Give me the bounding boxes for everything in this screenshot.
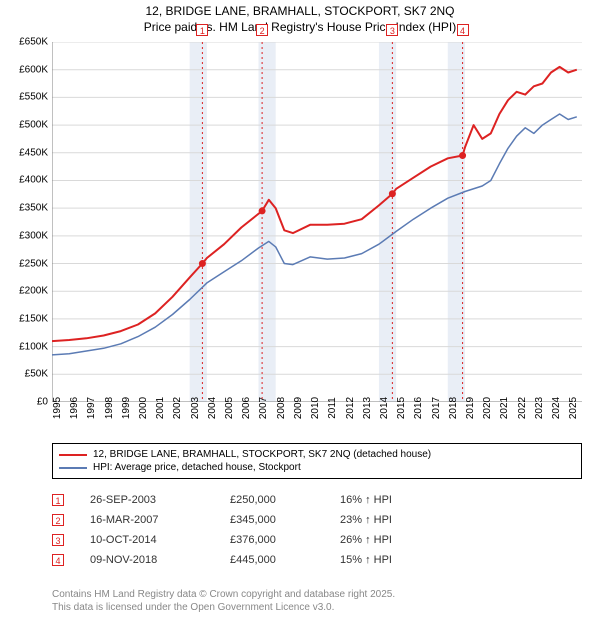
sale-index: 3 [52, 534, 64, 546]
legend-item: 12, BRIDGE LANE, BRAMHALL, STOCKPORT, SK… [59, 448, 575, 461]
sale-price: £345,000 [230, 514, 340, 526]
sale-hpi-diff: 26% ↑ HPI [340, 534, 460, 546]
y-tick-label: £600K [2, 64, 48, 75]
y-tick-label: £400K [2, 175, 48, 186]
y-tick-label: £250K [2, 258, 48, 269]
legend-swatch [59, 454, 87, 456]
chart-svg [52, 42, 582, 402]
y-tick-label: £350K [2, 203, 48, 214]
sale-date: 09-NOV-2018 [90, 554, 230, 566]
legend: 12, BRIDGE LANE, BRAMHALL, STOCKPORT, SK… [52, 443, 582, 479]
x-tick-label: 2025 [568, 397, 598, 419]
sale-price: £250,000 [230, 494, 340, 506]
sale-date: 16-MAR-2007 [90, 514, 230, 526]
y-tick-label: £550K [2, 92, 48, 103]
sale-hpi-diff: 23% ↑ HPI [340, 514, 460, 526]
chart-title: 12, BRIDGE LANE, BRAMHALL, STOCKPORT, SK… [0, 0, 600, 35]
legend-label: HPI: Average price, detached house, Stoc… [93, 462, 301, 473]
legend-label: 12, BRIDGE LANE, BRAMHALL, STOCKPORT, SK… [93, 449, 431, 460]
sale-date: 10-OCT-2014 [90, 534, 230, 546]
y-tick-label: £0 [2, 397, 48, 408]
sales-row: 3 10-OCT-2014£376,00026% ↑ HPI [52, 530, 460, 550]
sale-index: 2 [52, 514, 64, 526]
footer-line-1: Contains HM Land Registry data © Crown c… [52, 589, 395, 602]
y-tick-label: £100K [2, 341, 48, 352]
y-tick-label: £50K [2, 369, 48, 380]
sale-price: £445,000 [230, 554, 340, 566]
sales-table: 1 26-SEP-2003£250,00016% ↑ HPI 2 16-MAR-200… [52, 490, 460, 570]
sales-row: 1 26-SEP-2003£250,00016% ↑ HPI [52, 490, 460, 510]
legend-item: HPI: Average price, detached house, Stoc… [59, 461, 575, 474]
y-tick-label: £650K [2, 37, 48, 48]
chart-container: 12, BRIDGE LANE, BRAMHALL, STOCKPORT, SK… [0, 0, 600, 620]
sale-marker-2: 2 [256, 24, 268, 36]
title-line-1: 12, BRIDGE LANE, BRAMHALL, STOCKPORT, SK… [0, 4, 600, 20]
legend-swatch [59, 467, 87, 469]
title-line-2: Price paid vs. HM Land Registry's House … [0, 20, 600, 36]
sale-marker-4: 4 [457, 24, 469, 36]
y-tick-label: £150K [2, 313, 48, 324]
chart-plot-area: £0£50K£100K£150K£200K£250K£300K£350K£400… [52, 42, 582, 402]
y-tick-label: £450K [2, 147, 48, 158]
sales-row: 2 16-MAR-2007£345,00023% ↑ HPI [52, 510, 460, 530]
sale-hpi-diff: 16% ↑ HPI [340, 494, 460, 506]
sale-marker-1: 1 [196, 24, 208, 36]
sale-price: £376,000 [230, 534, 340, 546]
y-tick-label: £200K [2, 286, 48, 297]
y-tick-label: £500K [2, 120, 48, 131]
footer-attribution: Contains HM Land Registry data © Crown c… [52, 589, 395, 614]
sales-row: 4 09-NOV-2018£445,00015% ↑ HPI [52, 550, 460, 570]
sale-date: 26-SEP-2003 [90, 494, 230, 506]
y-tick-label: £300K [2, 230, 48, 241]
sale-marker-3: 3 [386, 24, 398, 36]
footer-line-2: This data is licensed under the Open Gov… [52, 602, 395, 615]
sale-index: 4 [52, 554, 64, 566]
sale-hpi-diff: 15% ↑ HPI [340, 554, 460, 566]
sale-index: 1 [52, 494, 64, 506]
